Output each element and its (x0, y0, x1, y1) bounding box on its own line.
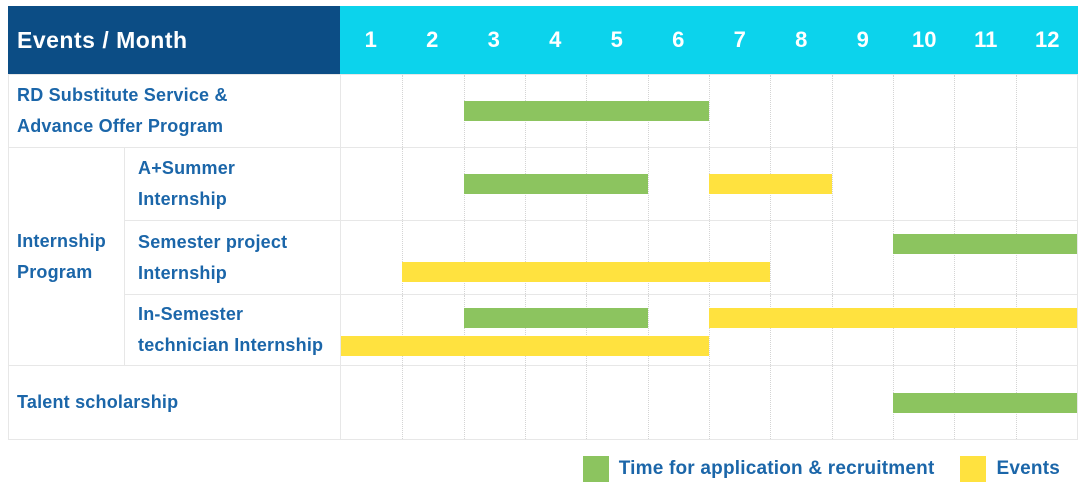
row-label-semester-project-internship: Semester project Internship (124, 220, 340, 294)
table-header-title: Events / Month (17, 26, 188, 53)
month-label-6: 6 (672, 27, 685, 52)
row-label-text: Talent scholarship (17, 392, 179, 412)
event-period-bar (709, 174, 832, 194)
month-gridline (647, 295, 649, 365)
month-label-9: 9 (856, 27, 869, 52)
month-gridline (709, 366, 710, 439)
month-gridline (709, 75, 710, 147)
month-gridline (893, 148, 894, 220)
row-label-text: RD Substitute Service & Advance Offer Pr… (17, 85, 228, 136)
month-label-12: 12 (1035, 27, 1060, 52)
month-gridline (402, 221, 404, 294)
chart-row-talent-scholarship (340, 365, 1078, 440)
month-gridline (831, 221, 833, 294)
month-gridline (1015, 148, 1017, 220)
month-label-7: 7 (733, 27, 746, 52)
month-gridline (831, 295, 833, 365)
month-gridline (893, 295, 894, 365)
row-label-text: A+Summer Internship (138, 158, 236, 209)
application-period-bar (463, 308, 648, 328)
legend-label-application: Time for application & recruitment (618, 458, 935, 479)
month-header-row: 1 2 3 4 5 6 7 8 9 10 11 12 (340, 6, 1078, 74)
month-label-5: 5 (610, 27, 623, 52)
gantt-schedule: Events / Month 1 2 3 4 5 6 7 8 9 10 11 1… (8, 6, 1078, 440)
schedule-table: Events / Month 1 2 3 4 5 6 7 8 9 10 11 1… (8, 6, 1078, 440)
month-gridline (770, 366, 772, 439)
month-gridline (709, 295, 710, 365)
month-gridline (1015, 221, 1017, 294)
month-gridline (770, 75, 772, 147)
month-label-3: 3 (487, 27, 500, 52)
month-gridline (1015, 75, 1017, 147)
table-header-cell: Events / Month (8, 6, 340, 74)
month-gridline (954, 295, 956, 365)
legend-swatch-application (582, 456, 609, 482)
row-group-internship-program: Internship Program (8, 147, 124, 365)
month-gridline (463, 366, 465, 439)
month-gridline (402, 148, 404, 220)
month-gridline (525, 366, 526, 439)
month-label-4: 4 (549, 27, 562, 52)
month-gridline (893, 221, 894, 294)
chart-row-semester-project-internship (340, 220, 1078, 294)
month-gridline (647, 366, 649, 439)
row-label-text: In-Semester technician Internship (138, 304, 324, 355)
month-gridline (831, 75, 833, 147)
month-gridline (954, 148, 956, 220)
month-label-8: 8 (795, 27, 808, 52)
event-period-bar (341, 336, 709, 356)
row-label-in-semester-technician-internship: In-Semester technician Internship (124, 294, 340, 365)
month-gridline (647, 148, 649, 220)
month-gridline (586, 295, 588, 365)
month-gridline (525, 295, 526, 365)
month-gridline (525, 221, 526, 294)
month-gridline (647, 221, 649, 294)
chart-row-rd-substitute-service (340, 74, 1078, 147)
event-period-bar (402, 262, 771, 282)
month-gridline (402, 295, 404, 365)
legend-label-events: Events (996, 458, 1060, 479)
chart-row-a-plus-summer-internship (340, 147, 1078, 220)
event-period-bar (709, 308, 1077, 328)
month-gridline (954, 75, 956, 147)
month-gridline (893, 75, 894, 147)
month-gridline (954, 221, 956, 294)
chart-row-in-semester-technician-internship (340, 294, 1078, 365)
month-gridline (463, 221, 465, 294)
month-gridline (770, 221, 772, 294)
application-period-bar (893, 234, 1077, 254)
row-group-label-text: Internship Program (17, 230, 107, 282)
month-gridline (709, 221, 710, 294)
month-gridline (402, 75, 404, 147)
legend: Time for application & recruitment Event… (582, 452, 1060, 486)
application-period-bar (463, 101, 709, 121)
month-gridline (831, 366, 833, 439)
row-label-text: Semester project Internship (138, 231, 288, 283)
month-gridline (1015, 295, 1017, 365)
month-gridline (463, 295, 465, 365)
month-gridline (770, 295, 772, 365)
month-gridline (586, 366, 588, 439)
month-label-10: 10 (912, 27, 937, 52)
application-period-bar (893, 392, 1077, 413)
month-label-11: 11 (974, 27, 998, 52)
row-label-a-plus-summer-internship: A+Summer Internship (124, 147, 340, 220)
legend-swatch-events (960, 456, 987, 482)
month-label-2: 2 (426, 27, 439, 52)
row-label-rd-substitute-service: RD Substitute Service & Advance Offer Pr… (8, 74, 340, 147)
month-gridline (831, 148, 833, 220)
month-gridline (586, 221, 588, 294)
application-period-bar (463, 174, 648, 194)
month-gridline (402, 366, 404, 439)
row-label-talent-scholarship: Talent scholarship (8, 365, 340, 440)
month-label-1: 1 (364, 27, 377, 52)
